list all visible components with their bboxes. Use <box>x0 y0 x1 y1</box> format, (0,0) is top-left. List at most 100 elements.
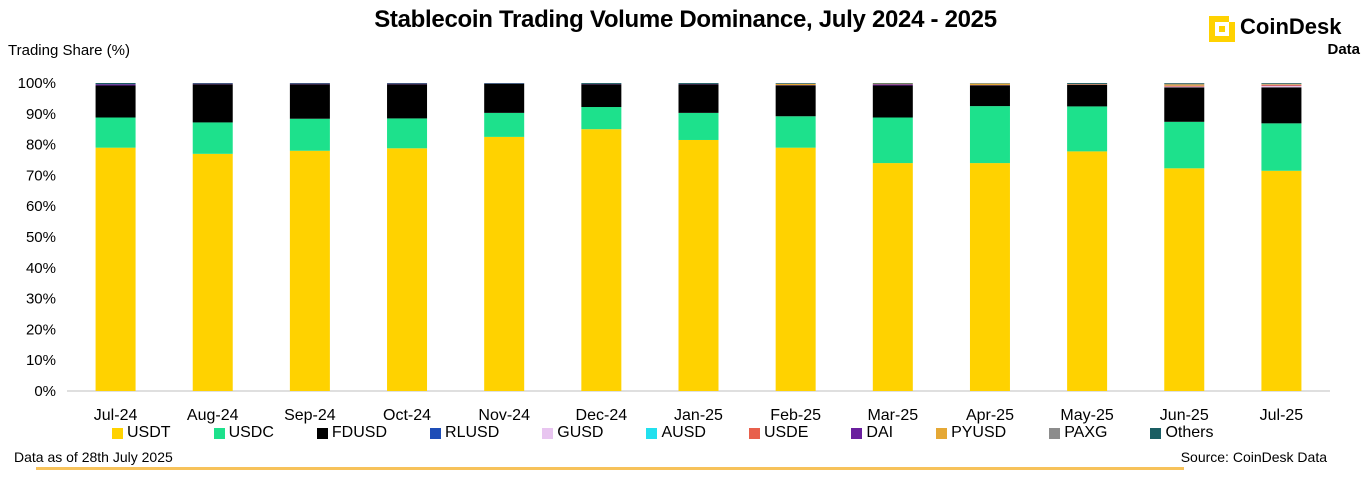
bar-segment-pyusd <box>775 83 816 86</box>
legend-swatch <box>1049 427 1061 439</box>
chart-title: Stablecoin Trading Volume Dominance, Jul… <box>374 6 997 33</box>
x-tick-label: Jun-25 <box>1160 407 1209 424</box>
legend-label: USDE <box>763 424 809 441</box>
legend-item-fdusd: FDUSD <box>316 424 388 442</box>
bar-segment-others <box>192 83 233 84</box>
legend-item-paxg: PAXG <box>1049 424 1107 442</box>
y-tick-label: 10% <box>26 352 56 369</box>
bar-segment-pyusd <box>872 83 913 85</box>
y-tick-label: 40% <box>26 260 56 277</box>
bar-segment-others <box>678 83 719 84</box>
legend-swatch <box>1150 427 1162 439</box>
bar-segment-usdt <box>872 163 913 391</box>
legend-label: AUSD <box>661 424 706 441</box>
legend-item-pyusd: PYUSD <box>936 424 1006 442</box>
bar-segment-fdusd <box>1164 87 1205 122</box>
bar-segment-pyusd <box>1261 84 1302 85</box>
logo-subtitle: Data <box>1327 41 1360 58</box>
legend-label: FDUSD <box>331 424 388 441</box>
bar-segment-fdusd <box>581 84 622 108</box>
legend-item-gusd: GUSD <box>542 424 603 442</box>
bar-segment-usdt <box>289 150 330 391</box>
bar-segment-fdusd <box>969 85 1010 107</box>
bar-segment-fdusd <box>95 85 136 118</box>
legend-item-ausd: AUSD <box>646 424 706 442</box>
x-tick-label: Sep-24 <box>284 407 336 424</box>
x-tick-label: Mar-25 <box>867 407 918 424</box>
bar-segment-fdusd <box>192 84 233 123</box>
legend-label: GUSD <box>557 424 604 441</box>
x-tick-label: Jul-24 <box>94 407 138 424</box>
source-note: Source: CoinDesk Data <box>1180 449 1327 465</box>
y-tick-label: 20% <box>26 321 56 338</box>
bar-segment-fdusd <box>872 85 913 118</box>
bar-segment-usde <box>1164 86 1205 87</box>
x-tick-label: Aug-24 <box>187 407 239 424</box>
bar-segment-others <box>95 83 136 85</box>
bar-segment-usde <box>1261 85 1302 87</box>
legend-label: USDC <box>228 424 274 441</box>
bar-segment-usdc <box>484 112 525 137</box>
bar-segment-usdc <box>678 112 719 140</box>
bar-segment-gusd <box>1261 86 1302 88</box>
x-tick-label: Nov-24 <box>478 407 530 424</box>
y-tick-label: 0% <box>34 383 56 400</box>
x-tick-label: Jan-25 <box>674 407 723 424</box>
bar-segment-usdt <box>192 153 233 391</box>
legend-label: Others <box>1165 424 1214 441</box>
y-axis-label: Trading Share (%) <box>8 42 130 59</box>
legend-swatch <box>112 427 123 439</box>
bar-segment-dai <box>289 83 330 85</box>
legend-swatch <box>213 427 225 439</box>
bar-segment-fdusd <box>678 84 719 113</box>
y-tick-label: 80% <box>26 137 56 154</box>
x-tick-label: Oct-24 <box>383 407 431 424</box>
y-tick-label: 70% <box>26 167 56 184</box>
y-tick-label: 30% <box>26 291 56 308</box>
legend-swatch <box>430 427 442 439</box>
bar-segment-others <box>484 83 525 84</box>
x-tick-label: Feb-25 <box>770 407 821 424</box>
bar-segment-pyusd <box>969 83 1010 86</box>
legend-item-others: Others <box>1150 424 1213 442</box>
logo-wordmark: CoinDesk <box>1240 14 1342 39</box>
bar-segment-others <box>775 83 816 84</box>
coindesk-logo: CoinDesk Data <box>1206 12 1366 66</box>
bar-segment-usdc <box>1067 106 1108 152</box>
bar-segment-fdusd <box>1261 87 1302 124</box>
bar-segment-others <box>387 83 428 84</box>
bar-segment-gusd <box>1164 86 1205 88</box>
legend-label: USDT <box>127 424 171 441</box>
bar-segment-usdt <box>678 139 719 391</box>
legend-swatch <box>316 427 328 439</box>
legend-item-dai: DAI <box>851 424 893 442</box>
bar-segment-usdc <box>1164 121 1205 169</box>
x-tick-label: Dec-24 <box>576 407 628 424</box>
legend-item-rlusd: RLUSD <box>430 424 499 442</box>
bar-segment-dai <box>95 84 136 86</box>
bar-segment-usdc <box>95 117 136 148</box>
bar-segment-pyusd <box>1067 83 1108 85</box>
chart-legend: USDT USDC FDUSD RLUSD GUSD AUSD USDE DAI PYUSD PA… <box>112 424 1213 442</box>
bar-segment-fdusd <box>775 85 816 117</box>
footer-divider <box>36 467 1184 470</box>
legend-label: PAXG <box>1064 424 1108 441</box>
bar-segment-usdt <box>581 129 622 391</box>
bar-segment-usdc <box>289 118 330 151</box>
bar-segment-fdusd <box>1067 84 1108 107</box>
legend-swatch <box>646 427 658 439</box>
bar-segment-usdc <box>872 117 913 164</box>
bar-segment-others <box>289 83 330 84</box>
legend-item-usde: USDE <box>748 424 809 442</box>
bar-segment-usdt <box>484 136 525 391</box>
legend-swatch <box>748 427 760 439</box>
legend-swatch <box>936 427 948 439</box>
y-tick-label: 60% <box>26 198 56 215</box>
x-tick-label: Apr-25 <box>966 407 1014 424</box>
bar-segment-usdt <box>95 147 136 391</box>
bar-segment-dai <box>192 83 233 85</box>
bar-segment-usdc <box>1261 123 1302 171</box>
bar-segment-fdusd <box>484 83 525 113</box>
bar-segment-usdc <box>969 106 1010 164</box>
